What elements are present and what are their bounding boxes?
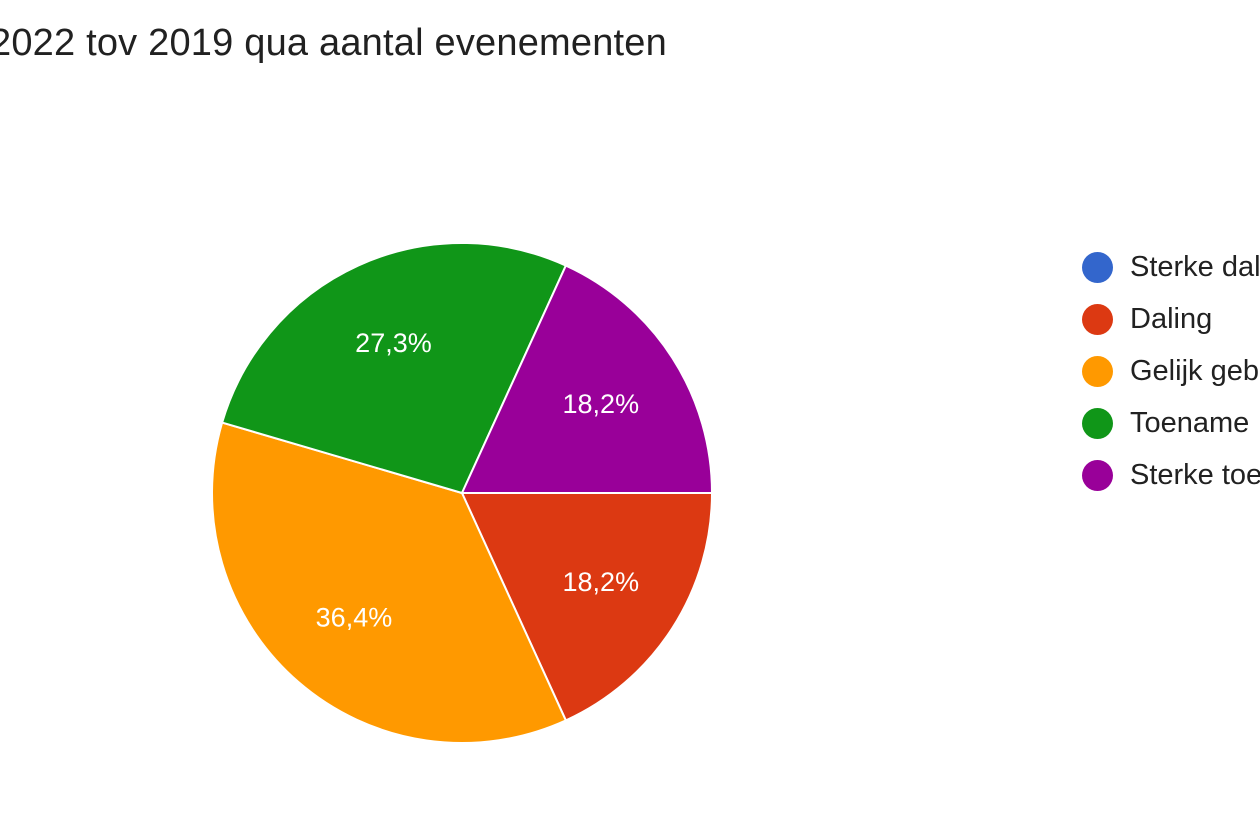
legend-item-sterke-daling[interactable]: Sterke daling	[1082, 241, 1260, 293]
legend-label: Toename	[1130, 406, 1250, 439]
pie-slice-sterke-toename[interactable]	[460, 264, 714, 494]
legend-item-sterke-toename[interactable]: Sterke toename	[1082, 449, 1260, 501]
legend-swatch-gelijk-gebleven	[1082, 355, 1113, 387]
legend-label: Sterke toename	[1130, 458, 1260, 491]
pie-slice-gelijk-gebleven[interactable]	[211, 421, 568, 744]
chart-title: 2022 tov 2019 qua aantal evenementen	[0, 22, 667, 64]
legend: Sterke daling Daling Gelijk gebleven Toenam…	[1082, 241, 1260, 501]
pie-slice-daling[interactable]	[460, 492, 714, 722]
legend-item-daling[interactable]: Daling	[1082, 293, 1260, 345]
legend-item-toename[interactable]: Toename	[1082, 397, 1260, 449]
legend-label: Daling	[1130, 302, 1213, 335]
slice-label-toename: 27,3%	[355, 328, 432, 358]
slice-label-sterke-toename: 18,2%	[563, 389, 640, 419]
legend-label: Sterke daling	[1130, 250, 1260, 283]
legend-swatch-daling	[1082, 303, 1113, 335]
legend-swatch-sterke-daling	[1082, 251, 1113, 283]
slice-label-gelijk-gebleven: 36,4%	[316, 603, 393, 633]
slice-label-daling: 18,2%	[563, 567, 640, 597]
legend-item-gelijk-gebleven[interactable]: Gelijk gebleven	[1082, 345, 1260, 397]
legend-swatch-toename	[1082, 407, 1113, 439]
legend-label: Gelijk gebleven	[1130, 354, 1260, 387]
legend-swatch-sterke-toename	[1082, 459, 1113, 491]
pie-slice-toename[interactable]	[220, 242, 568, 495]
